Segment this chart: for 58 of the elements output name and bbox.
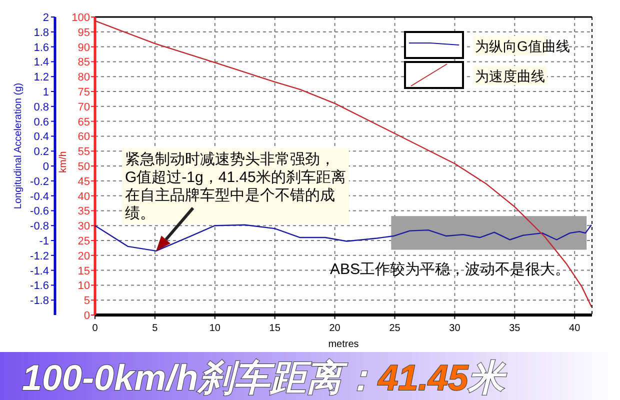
- x-tick-label: 25: [389, 323, 401, 334]
- x-tick-label: 5: [152, 323, 158, 334]
- x-tick-label: 10: [209, 323, 221, 334]
- y2-tick-label: 95: [78, 26, 90, 39]
- y-tick-label: 1.6: [34, 42, 49, 54]
- y2-tick-label: 70: [78, 101, 90, 114]
- y2-tick-label: 15: [78, 265, 90, 278]
- y-tick-label: 1.8: [34, 26, 49, 39]
- y2-tick-label: 65: [78, 116, 90, 128]
- y-tick-label: 2: [42, 12, 49, 24]
- y-tick-label: -0.8: [30, 220, 49, 233]
- y2-tick-label: 100: [72, 12, 90, 24]
- y2-tick-label: 80: [78, 72, 90, 84]
- y-axis-title: Longitudinal Acceleration (g): [13, 82, 24, 210]
- y2-tick-label: 55: [78, 146, 90, 158]
- y2-tick-label: 50: [78, 161, 90, 173]
- y-tick-label: 0: [42, 161, 49, 173]
- y-tick-label: 1.4: [34, 56, 49, 69]
- y-tick-label: 0.2: [34, 146, 49, 158]
- y2-tick-label: 90: [78, 42, 90, 54]
- y2-tick-label: 45: [78, 176, 90, 188]
- x-axis-title: metres: [328, 339, 359, 350]
- y2-tick-label: 40: [78, 190, 90, 203]
- y-tick-label: 1.2: [34, 72, 49, 84]
- y-tick-label: -1.8: [30, 295, 49, 308]
- y-tick-label: 1: [42, 86, 49, 98]
- y2-tick-label: 35: [78, 206, 90, 218]
- y2-tick-label: 10: [78, 280, 90, 292]
- y-tick-label: -0.2: [30, 176, 49, 188]
- y2-tick-label: 20: [78, 250, 90, 262]
- y2-tick-label: 60: [78, 131, 90, 144]
- y-tick-label: 0.4: [34, 131, 49, 144]
- x-tick-label: 20: [329, 323, 341, 334]
- annotation: 紧急制动时减速势头非常强劲，G值超过-1g，41.45米的刹车距离在自主品牌车型中是个不错的成绩。: [122, 148, 349, 224]
- y-tick-label: 0.6: [34, 116, 49, 128]
- x-tick-label: 35: [509, 323, 521, 334]
- y2-tick-label: 25: [78, 236, 90, 248]
- legend-label: 为速度曲线: [475, 68, 545, 84]
- y2-tick-label: 30: [78, 220, 90, 233]
- y2-tick-label: 85: [78, 56, 90, 69]
- x-tick-label: 40: [569, 323, 581, 334]
- y2-tick-label: 5: [84, 295, 90, 308]
- x-tick-label: 15: [269, 323, 281, 334]
- y-tick-label: -1: [39, 236, 49, 248]
- y2-tick-label: 75: [78, 86, 90, 98]
- y-tick-label: -0.6: [30, 206, 49, 218]
- y2-tick-label: 0: [84, 310, 90, 322]
- y2-axis-title: km/h: [58, 151, 69, 173]
- y-tick-label: -0.4: [30, 190, 49, 203]
- y-tick-label: 0.8: [34, 101, 49, 114]
- x-tick-label: 30: [449, 323, 461, 334]
- legend-label: 为纵向G值曲线: [475, 38, 570, 54]
- x-tick-label: 0: [92, 323, 98, 334]
- text: 100-0km/h刹车距离：41.45米: [22, 357, 508, 398]
- y-tick-label: -1.2: [30, 250, 49, 262]
- y-tick-label: -1.4: [30, 265, 49, 278]
- annotation: ABS工作较为平稳，波动不是很大。: [330, 261, 570, 278]
- y-tick-label: -1.6: [30, 280, 49, 292]
